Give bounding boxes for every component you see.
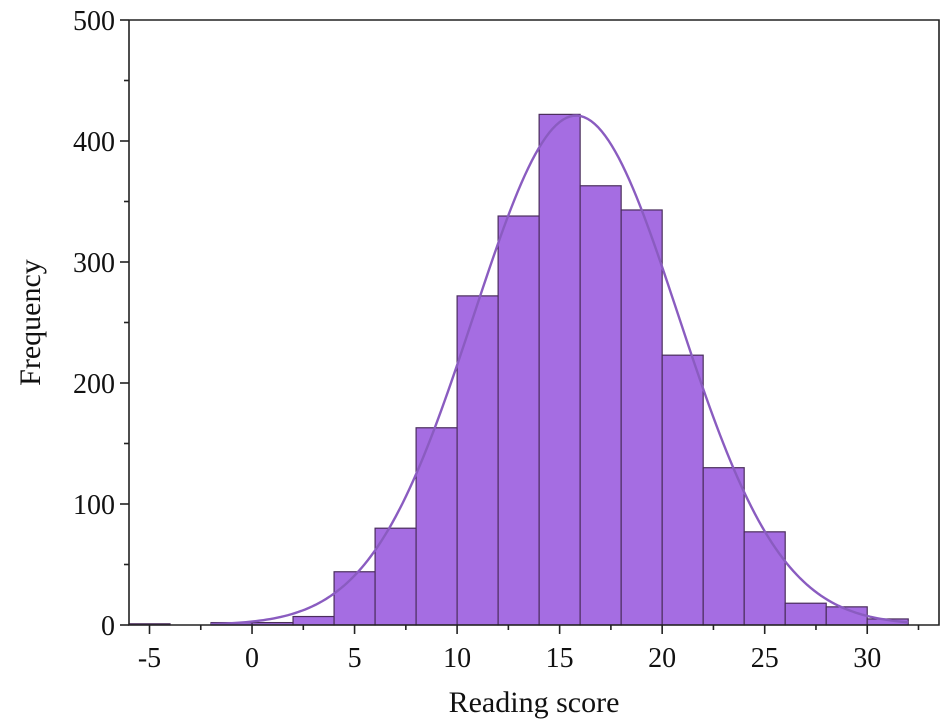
y-axis-label: Frequency (14, 259, 47, 386)
plot-frame (128, 19, 940, 626)
histogram-bar (292, 615, 335, 626)
x-ticks-group: -5 0 5 10 15 20 25 30 (138, 625, 920, 674)
x-tick-label: 5 (348, 643, 362, 674)
y-tick-label: 100 (73, 490, 115, 521)
histogram-bar (661, 354, 704, 626)
x-tick-label: 10 (443, 643, 471, 674)
x-tick-label: 15 (546, 643, 574, 674)
histogram-bar (702, 467, 745, 626)
histogram-bar (784, 602, 827, 626)
y-tick-label: 500 (73, 6, 115, 37)
x-tick-label: -5 (138, 643, 161, 674)
y-tick-label: 0 (101, 611, 115, 642)
bars-group (128, 113, 909, 626)
y-tick-label: 300 (73, 248, 115, 279)
x-tick-label: 30 (853, 643, 881, 674)
y-ticks-group: 0 100 200 300 400 500 (73, 6, 129, 642)
histogram-bar (579, 185, 622, 626)
x-tick-label: 0 (245, 643, 259, 674)
axes-group (128, 19, 940, 626)
normal-fit-curve (210, 114, 909, 626)
histogram-bar (333, 571, 376, 626)
x-tick-label: 20 (648, 643, 676, 674)
histogram-bar (497, 215, 540, 626)
histogram-bar (743, 531, 786, 626)
y-tick-label: 400 (73, 127, 115, 158)
x-axis-label: Reading score (449, 686, 620, 719)
x-tick-label: 25 (751, 643, 779, 674)
y-tick-label: 200 (73, 369, 115, 400)
histogram-bar (374, 527, 417, 626)
histogram-bar (538, 113, 581, 626)
histogram-bar (620, 209, 663, 626)
